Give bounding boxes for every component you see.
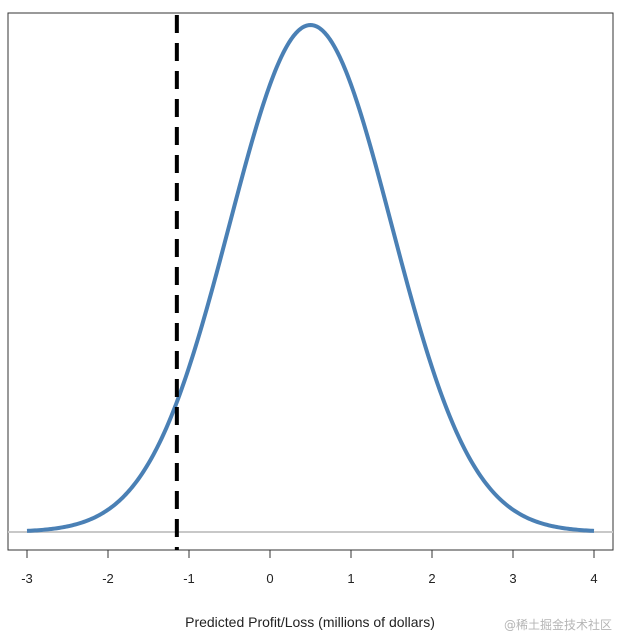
x-tick-label: 0 [266, 571, 273, 586]
x-tick-label: 1 [347, 571, 354, 586]
x-tick-label: 3 [509, 571, 516, 586]
x-axis: -3 -2 -1 0 1 2 3 4 [21, 550, 598, 586]
watermark: @稀土掘金技术社区 [503, 618, 612, 632]
x-axis-title: Predicted Profit/Loss (millions of dolla… [185, 614, 435, 630]
x-tick-label: -3 [21, 571, 33, 586]
plot-frame [7, 12, 614, 551]
x-tick-label: 2 [428, 571, 435, 586]
x-tick-label: 4 [590, 571, 597, 586]
x-tick-label: -2 [102, 571, 114, 586]
density-curve [26, 23, 595, 533]
x-tick-label: -1 [183, 571, 195, 586]
